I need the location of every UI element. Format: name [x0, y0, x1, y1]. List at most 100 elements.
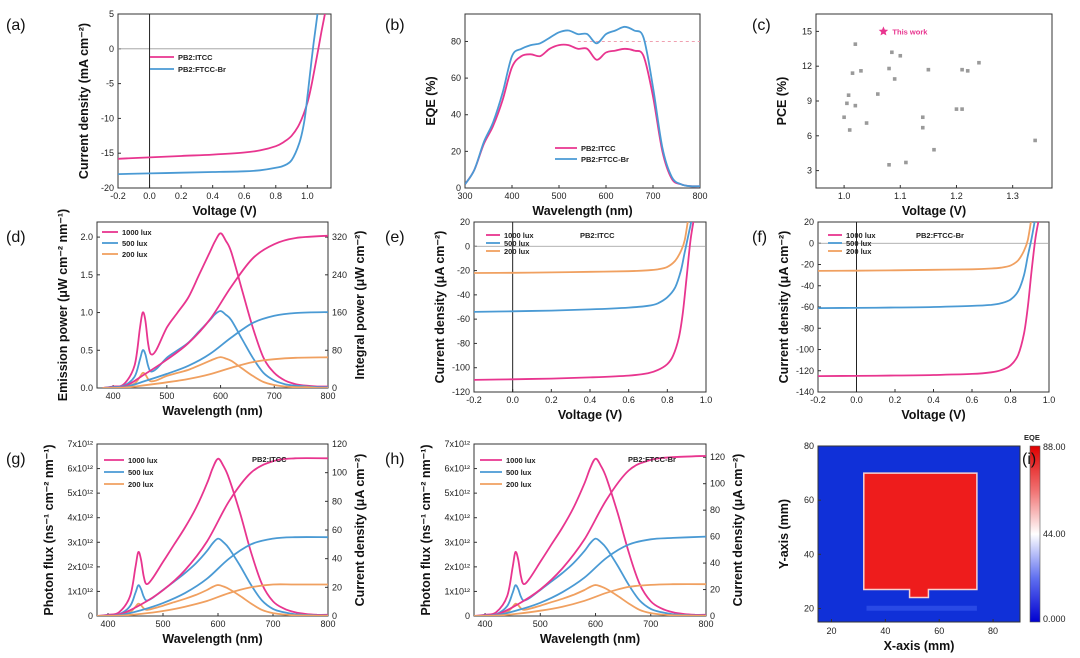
x-axis-title: X-axis (mm)	[884, 639, 955, 653]
y-axis-title: Current density (mA cm⁻²)	[77, 23, 91, 179]
legend-label: PB2:FTCC-Br	[581, 155, 629, 164]
y-tick-label: 1x10¹²	[444, 586, 470, 596]
y-tick-label: -80	[801, 323, 814, 333]
series-line-1000-lux	[97, 457, 328, 616]
panel-d: (d) 400 500 600 700 800 0.0 0.5 1.0 1.5 2.0 0 80 160 2…	[6, 209, 367, 418]
y-tick-label: -10	[101, 113, 114, 123]
x-axis-title: Voltage (V)	[192, 204, 256, 218]
series-line-pb2-ftcc-br	[118, 14, 319, 175]
plot-frame-b	[464, 13, 701, 189]
y-tick-label: -120	[796, 366, 814, 376]
y-right-tick-label: 160	[332, 308, 347, 318]
y-tick-label: 6	[807, 131, 812, 141]
x-axis-title: Voltage (V)	[901, 408, 965, 422]
x-tick-label: 300	[457, 191, 472, 201]
x-tick-label: 400	[504, 191, 519, 201]
y-tick-label: 0	[465, 611, 470, 621]
device-annotation: PB2:FTCC-Br	[628, 455, 676, 464]
x-tick-label: 1.0	[1043, 395, 1056, 405]
y-right-tick-label: 320	[332, 232, 347, 242]
y-tick-label: -20	[457, 266, 470, 276]
y-tick-label: -120	[452, 387, 470, 397]
panel-b: (b) 300 400 500 600 700 800 0 20 40 60 80 Wavelength…	[385, 13, 708, 218]
x-tick-label: 0.6	[966, 395, 979, 405]
y-tick-label: -60	[457, 314, 470, 324]
colorbar-tick-label: 44.00	[1043, 529, 1066, 539]
x-tick-label: 1.2	[950, 191, 963, 201]
plot-frame-c	[815, 13, 1053, 189]
series-line-500-lux	[97, 537, 328, 616]
legend-label: 1000 lux	[504, 231, 534, 240]
legend-label: 200 lux	[122, 250, 148, 259]
y-axis-title: Photon flux (ns⁻¹ cm⁻² nm⁻¹)	[42, 444, 56, 615]
series-line-200-lux-integral	[97, 583, 328, 616]
y-right-tick-label: 60	[332, 525, 342, 535]
x-tick-label: 700	[265, 619, 280, 629]
colorbar-title: EQE	[1024, 433, 1040, 442]
scatter-point	[853, 42, 858, 46]
heatmap-artifact	[866, 605, 977, 611]
x-tick-label: 80	[988, 626, 998, 636]
x-tick-label: 0.8	[1004, 395, 1017, 405]
y-tick-label: 0	[465, 241, 470, 251]
scatter-point	[932, 147, 936, 152]
plot-frame-d	[96, 221, 329, 389]
series-line-1000-lux	[474, 457, 706, 616]
colorbar	[1029, 445, 1041, 623]
this-work-label: This work	[892, 27, 928, 36]
y-axis-right-title: Integral power (μW cm⁻²)	[353, 231, 367, 380]
x-tick-label: 0.0	[850, 395, 863, 405]
y-tick-label: -80	[457, 338, 470, 348]
y-tick-label: 20	[460, 217, 470, 227]
y-right-tick-label: 0	[332, 611, 337, 621]
y-axis-title: Current density (μA cm⁻²)	[433, 231, 447, 384]
y-tick-label: -60	[801, 302, 814, 312]
x-tick-label: 1.0	[301, 191, 314, 201]
y-right-tick-label: 0	[332, 383, 337, 393]
y-tick-label: 40	[804, 549, 814, 559]
y-tick-label: 0	[809, 238, 814, 248]
x-tick-label: 700	[267, 391, 282, 401]
y-tick-label: -15	[101, 148, 114, 158]
scatter-point	[846, 93, 851, 97]
scatter-point	[887, 66, 891, 71]
x-tick-label: 600	[210, 619, 225, 629]
y-axis-title: Photon flux (ns⁻¹ cm⁻² nm⁻¹)	[419, 444, 433, 615]
x-tick-label: 0.8	[270, 191, 283, 201]
series-line-pb2-itcc	[465, 43, 700, 188]
series-line-200-lux	[818, 222, 1032, 272]
x-tick-label: -0.2	[466, 395, 482, 405]
scatter-point	[960, 107, 964, 111]
y-tick-label: 80	[804, 441, 814, 451]
y-tick-label: 7x10¹²	[67, 439, 93, 449]
legend-label: 500 lux	[128, 468, 154, 477]
x-tick-label: 0.4	[927, 395, 940, 405]
y-right-tick-label: 80	[332, 496, 342, 506]
legend-label: PB2:ITCC	[581, 144, 616, 153]
x-tick-label: 0.2	[545, 395, 558, 405]
y-tick-label: 0	[88, 611, 93, 621]
panel-label-g: (g)	[6, 451, 26, 468]
x-tick-label: 0.0	[143, 191, 156, 201]
legend-label: 1000 lux	[506, 456, 536, 465]
series-line-500-lux-integral	[97, 536, 328, 616]
x-tick-label: 0.6	[622, 395, 635, 405]
x-tick-label: 0.4	[206, 191, 219, 201]
y-tick-label: 0.5	[80, 345, 93, 355]
x-tick-label: 1.0	[838, 191, 851, 201]
legend-label: 1000 lux	[128, 456, 158, 465]
legend-label: 200 lux	[128, 480, 154, 489]
colorbar-tick-label: 0.000	[1043, 614, 1066, 624]
plot-frame-i	[817, 445, 1021, 623]
x-axis-title: Wavelength (nm)	[540, 632, 640, 646]
series-line-200-lux	[97, 584, 328, 616]
y-tick-label: 7x10¹²	[444, 439, 470, 449]
y-tick-label: 2x10¹²	[444, 562, 470, 572]
x-tick-label: 1.0	[700, 395, 713, 405]
y-tick-label: 0	[109, 44, 114, 54]
y-tick-label: 80	[451, 36, 461, 46]
x-tick-label: -0.2	[810, 395, 826, 405]
legend-label: 500 lux	[506, 468, 532, 477]
y-right-tick-label: 80	[332, 345, 342, 355]
x-tick-label: 40	[880, 626, 890, 636]
